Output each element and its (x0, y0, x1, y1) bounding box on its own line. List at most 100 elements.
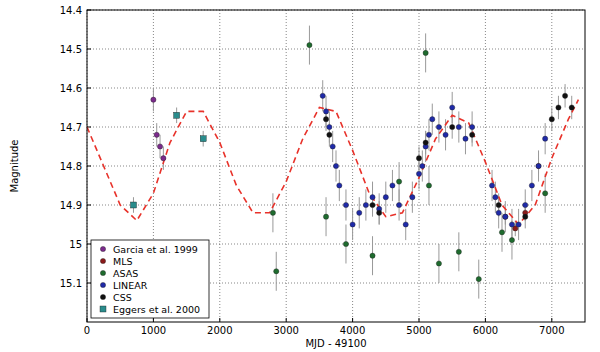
y-tick-label: 14.4 (60, 5, 82, 16)
data-point (363, 202, 368, 207)
y-tick (87, 49, 91, 50)
data-point (416, 156, 421, 161)
data-point (493, 195, 498, 200)
y-tick-label: 14.9 (60, 200, 82, 211)
data-point (370, 202, 375, 207)
legend-label: MLS (113, 256, 133, 267)
data-point (377, 210, 382, 215)
y-grid-line (87, 127, 585, 128)
data-point (503, 214, 508, 219)
data-point (270, 210, 275, 215)
data-point (416, 171, 421, 176)
data-point (456, 249, 461, 254)
y-tick (87, 88, 91, 89)
y-tick-label: 15 (69, 239, 82, 250)
data-point (396, 202, 401, 207)
data-point (450, 105, 455, 110)
data-point (430, 117, 435, 122)
legend-marker (100, 246, 105, 251)
data-point (509, 222, 514, 227)
data-point (456, 124, 461, 129)
data-point (476, 277, 481, 282)
y-tick (87, 205, 91, 206)
legend-box (91, 240, 209, 318)
y-grid-line (87, 205, 585, 206)
data-point (523, 214, 528, 219)
legend-label: Garcia et al. 1999 (113, 244, 198, 255)
data-point (130, 202, 136, 208)
data-point (337, 183, 342, 188)
y-tick (87, 283, 91, 284)
data-point (556, 105, 561, 110)
y-tick-label: 15.1 (60, 278, 82, 289)
x-tick (352, 318, 353, 322)
x-tick-label: 7000 (539, 325, 564, 336)
x-tick-label: 0 (84, 325, 90, 336)
data-point (549, 117, 554, 122)
data-point (443, 132, 448, 137)
y-tick (87, 244, 91, 245)
x-tick-label: 3000 (273, 325, 298, 336)
plot-background (87, 10, 585, 322)
data-point (436, 261, 441, 266)
legend-label: CSS (113, 292, 132, 303)
y-tick-label: 14.5 (60, 44, 82, 55)
legend-label: Eggers et al. 2000 (113, 304, 200, 315)
data-point (569, 105, 574, 110)
y-grid-line (87, 49, 585, 50)
y-tick-label: 14.8 (60, 161, 82, 172)
data-point (174, 112, 180, 118)
data-point (151, 97, 156, 102)
data-point (161, 156, 166, 161)
x-grid-line (419, 10, 420, 322)
x-axis-label: MJD - 49100 (305, 338, 366, 349)
x-tick (153, 318, 154, 322)
data-point (489, 183, 494, 188)
data-point (420, 163, 425, 168)
data-point (426, 132, 431, 137)
data-point (503, 214, 508, 219)
data-point (499, 230, 504, 235)
x-tick-label: 5000 (406, 325, 431, 336)
legend-label: LINEAR (113, 280, 148, 291)
data-point (523, 202, 528, 207)
plot-frame (87, 10, 585, 322)
data-point (509, 238, 514, 243)
y-tick (87, 166, 91, 167)
legend-marker (100, 306, 106, 312)
legend-marker (100, 282, 105, 287)
data-point (200, 136, 206, 142)
data-point (543, 191, 548, 196)
data-point (516, 222, 521, 227)
data-point (423, 140, 428, 145)
y-axis-label: Magnitude (9, 140, 20, 193)
x-tick (419, 318, 420, 322)
y-tick-label: 14.6 (60, 83, 82, 94)
data-point (154, 132, 159, 137)
y-grid-line (87, 88, 585, 89)
legend-marker (100, 258, 105, 263)
data-point (426, 183, 431, 188)
data-point (343, 241, 348, 246)
x-grid-line (352, 10, 353, 322)
data-point (323, 214, 328, 219)
data-point (330, 144, 335, 149)
legend-label: ASAS (113, 268, 138, 279)
data-point (562, 93, 567, 98)
data-point (333, 163, 338, 168)
data-point (370, 253, 375, 258)
fit-line (87, 100, 578, 225)
data-point (496, 210, 501, 215)
data-point (357, 210, 362, 215)
chart: 0100020003000400050006000700014.414.514.… (0, 0, 600, 352)
data-point (470, 124, 475, 129)
data-point (390, 183, 395, 188)
data-point (463, 136, 468, 141)
data-point (327, 132, 332, 137)
x-tick-label: 1000 (141, 325, 166, 336)
data-point (470, 132, 475, 137)
data-point (410, 195, 415, 200)
data-point (320, 93, 325, 98)
data-point (350, 222, 355, 227)
data-point (529, 183, 534, 188)
